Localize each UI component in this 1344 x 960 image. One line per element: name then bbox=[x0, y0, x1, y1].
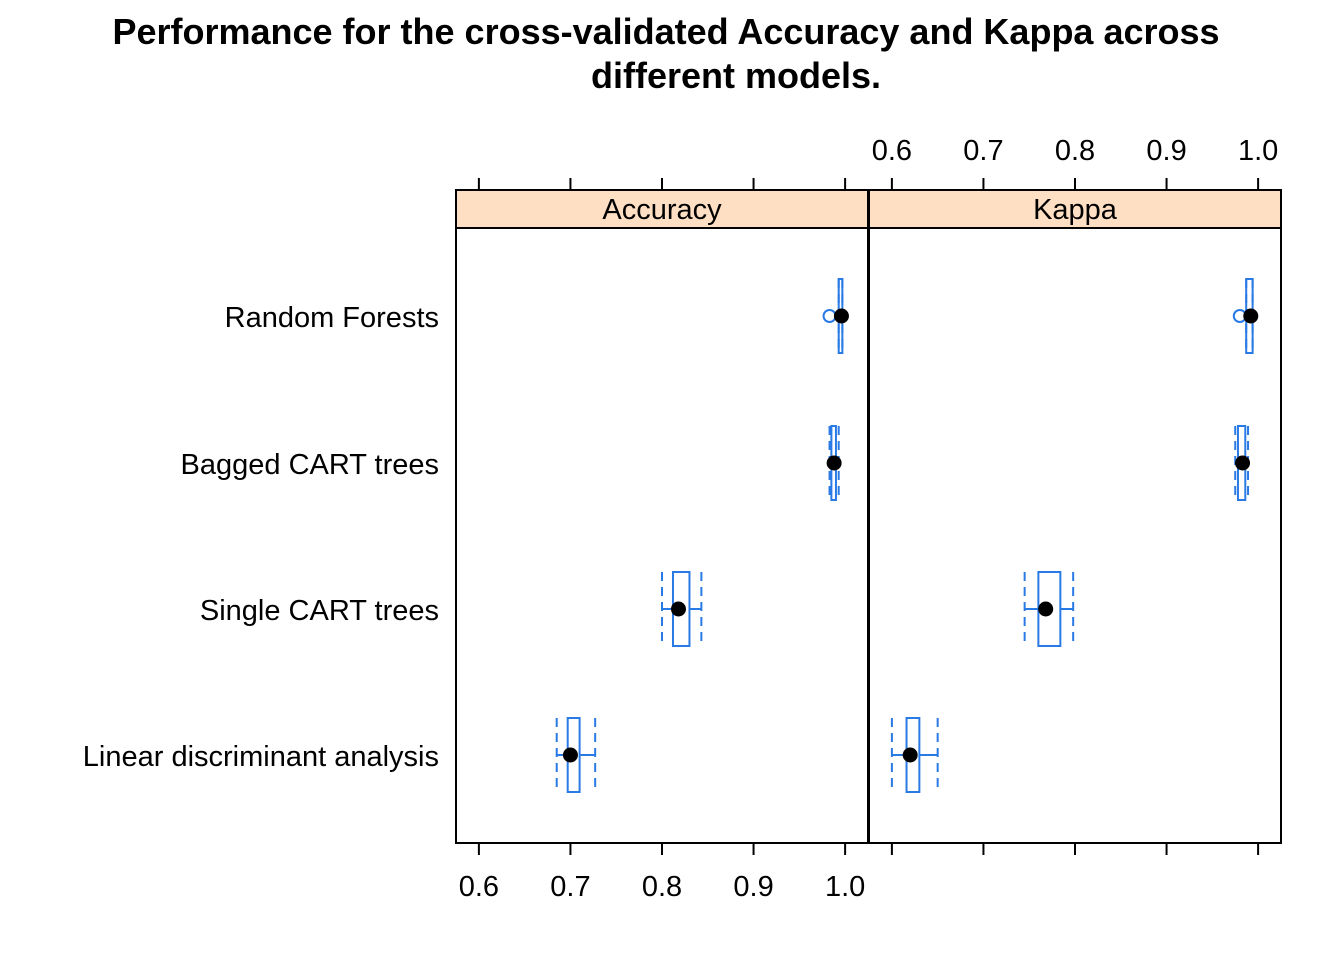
category-label: Single CART trees bbox=[200, 595, 439, 627]
median-point bbox=[1243, 308, 1259, 324]
median-point bbox=[1235, 455, 1251, 471]
median-point bbox=[670, 601, 686, 617]
x-tick-label-bottom: 0.9 bbox=[733, 871, 773, 903]
x-tick-label-top: 0.6 bbox=[872, 135, 912, 167]
x-tick-label-bottom: 0.7 bbox=[550, 871, 590, 903]
median-point bbox=[562, 747, 578, 763]
panel-frame bbox=[868, 227, 1282, 844]
x-tick-label-top: 0.7 bbox=[963, 135, 1003, 167]
panel-strip-label: Accuracy bbox=[602, 194, 722, 226]
chart-title-line-1: Performance for the cross-validated Accu… bbox=[112, 11, 1219, 52]
x-tick-label-bottom: 0.6 bbox=[459, 871, 499, 903]
category-label: Random Forests bbox=[225, 302, 439, 334]
x-tick-label-top: 0.9 bbox=[1146, 135, 1186, 167]
category-label: Linear discriminant analysis bbox=[83, 741, 439, 773]
median-point bbox=[826, 455, 842, 471]
x-tick-label-bottom: 0.8 bbox=[642, 871, 682, 903]
median-point bbox=[1038, 601, 1054, 617]
outlier-point bbox=[822, 309, 837, 323]
plot-area: Random Forests Bagged CART trees Single CA… bbox=[83, 135, 1282, 903]
x-tick-label-bottom: 1.0 bbox=[825, 871, 865, 903]
panel-strip-label: Kappa bbox=[1033, 194, 1118, 226]
median-point bbox=[833, 308, 849, 324]
panel-strip bbox=[455, 189, 869, 229]
x-tick-label-top: 0.8 bbox=[1055, 135, 1095, 167]
panel-frame bbox=[455, 227, 869, 844]
x-tick-label-top: 1.0 bbox=[1238, 135, 1278, 167]
chart-title-line-2: different models. bbox=[591, 55, 881, 96]
median-point bbox=[902, 747, 918, 763]
category-label: Bagged CART trees bbox=[181, 449, 439, 481]
